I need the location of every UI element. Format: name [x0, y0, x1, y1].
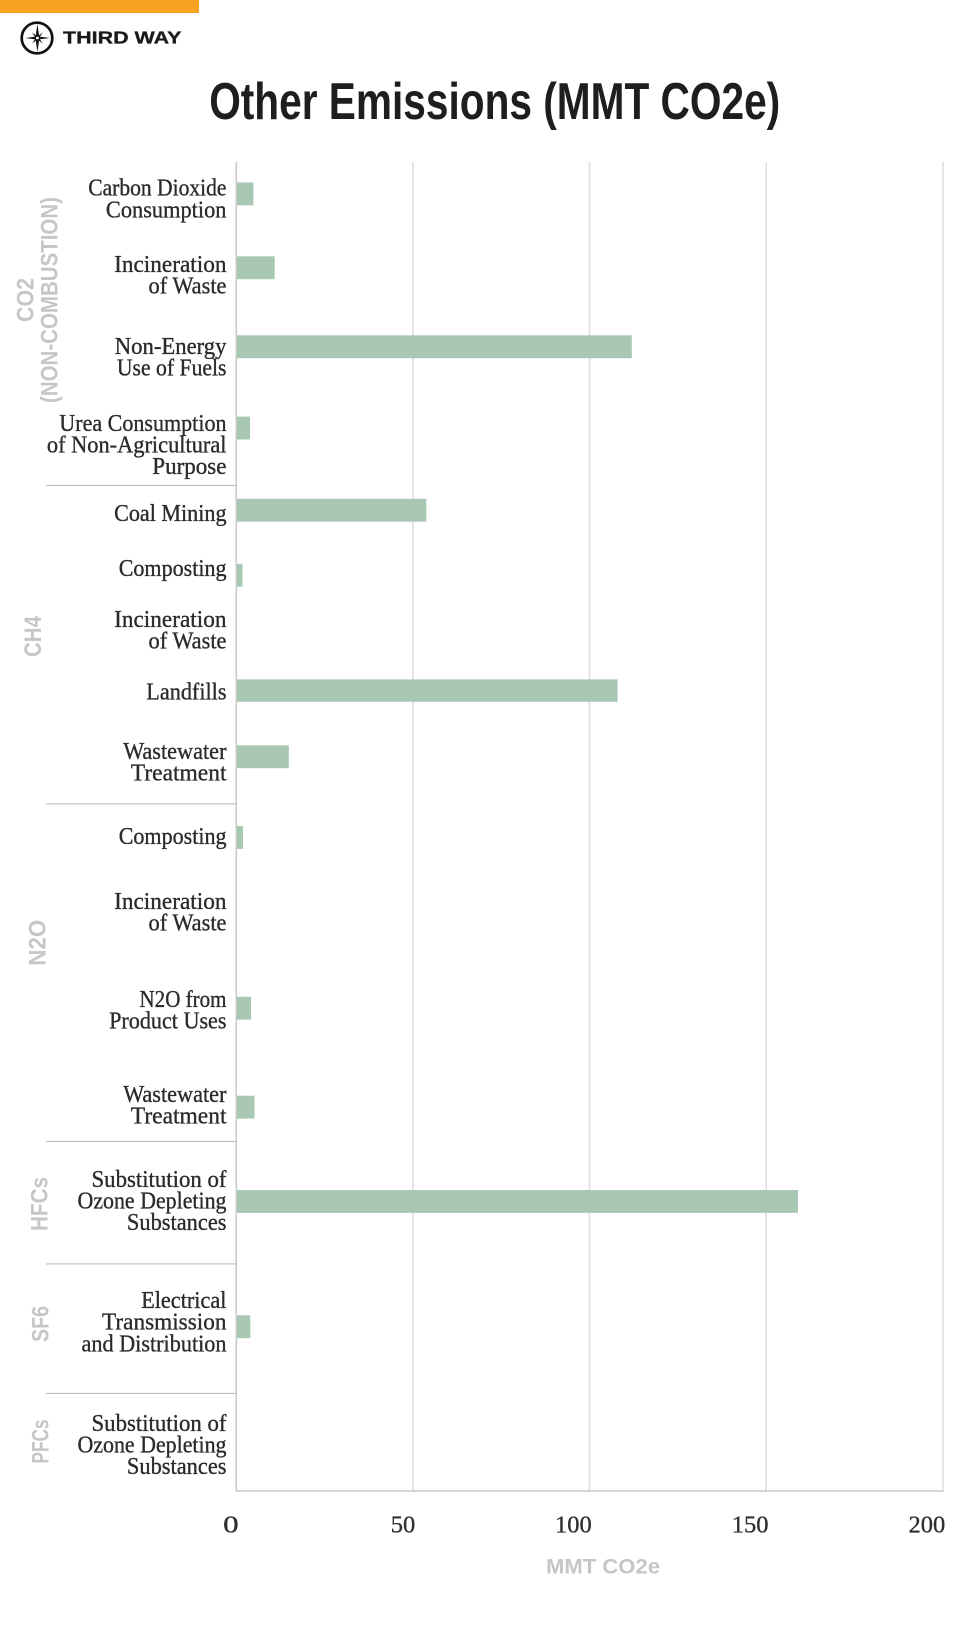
svg-text:of Non-Agricultural: of Non-Agricultural — [47, 432, 227, 459]
svg-text:MMT CO2e: MMT CO2e — [546, 1554, 660, 1578]
svg-text:of Waste: of Waste — [149, 628, 227, 655]
svg-text:Wastewater: Wastewater — [123, 1081, 226, 1108]
svg-text:Ozone Depleting: Ozone Depleting — [78, 1432, 227, 1459]
svg-text:CH4: CH4 — [20, 615, 47, 657]
svg-text:100: 100 — [555, 1511, 592, 1538]
svg-text:Use of Fuels: Use of Fuels — [117, 354, 227, 381]
svg-text:(NON-COMBUSTION): (NON-COMBUSTION) — [36, 197, 63, 403]
svg-text:Incineration: Incineration — [114, 606, 226, 633]
svg-text:Coal Mining: Coal Mining — [114, 500, 226, 527]
svg-text:Consumption: Consumption — [106, 196, 227, 223]
svg-text:Substitution of: Substitution of — [92, 1410, 228, 1437]
svg-text:N2O: N2O — [25, 920, 52, 966]
svg-text:SF6: SF6 — [28, 1306, 55, 1342]
svg-text:Incineration: Incineration — [114, 888, 226, 915]
svg-text:CO2: CO2 — [13, 278, 40, 322]
svg-text:Substances: Substances — [127, 1453, 227, 1480]
svg-text:Electrical: Electrical — [141, 1287, 227, 1314]
svg-text:and Distribution: and Distribution — [82, 1330, 227, 1357]
svg-text:Wastewater: Wastewater — [123, 738, 226, 765]
svg-text:Urea Consumption: Urea Consumption — [59, 410, 226, 437]
svg-text:150: 150 — [732, 1511, 769, 1538]
svg-text:HFCs: HFCs — [27, 1177, 54, 1231]
svg-text:Product Uses: Product Uses — [109, 1007, 226, 1034]
svg-text:Non-Energy: Non-Energy — [115, 333, 227, 360]
svg-text:50: 50 — [391, 1511, 416, 1538]
svg-text:Composting: Composting — [119, 823, 227, 850]
svg-text:Other Emissions (MMT CO2e): Other Emissions (MMT CO2e) — [209, 72, 780, 130]
svg-text:Treatment: Treatment — [131, 1103, 227, 1130]
svg-text:of Waste: of Waste — [149, 273, 227, 300]
svg-text:Incineration: Incineration — [114, 251, 226, 278]
svg-text:Substances: Substances — [127, 1209, 227, 1236]
svg-text:Purpose: Purpose — [152, 453, 226, 480]
svg-text:0: 0 — [223, 1511, 239, 1538]
svg-text:THIRD WAY: THIRD WAY — [63, 27, 182, 47]
svg-text:Transmission: Transmission — [102, 1309, 227, 1336]
svg-text:Landfills: Landfills — [146, 679, 226, 706]
svg-text:200: 200 — [909, 1511, 946, 1538]
svg-text:Substitution of: Substitution of — [92, 1166, 228, 1193]
svg-text:Carbon Dioxide: Carbon Dioxide — [88, 175, 226, 202]
svg-text:PFCs: PFCs — [28, 1420, 55, 1464]
svg-text:Treatment: Treatment — [131, 759, 227, 786]
svg-text:N2O from: N2O from — [140, 986, 227, 1013]
svg-text:Ozone Depleting: Ozone Depleting — [78, 1187, 227, 1214]
svg-text:Composting: Composting — [119, 555, 227, 582]
svg-text:of Waste: of Waste — [149, 910, 227, 937]
